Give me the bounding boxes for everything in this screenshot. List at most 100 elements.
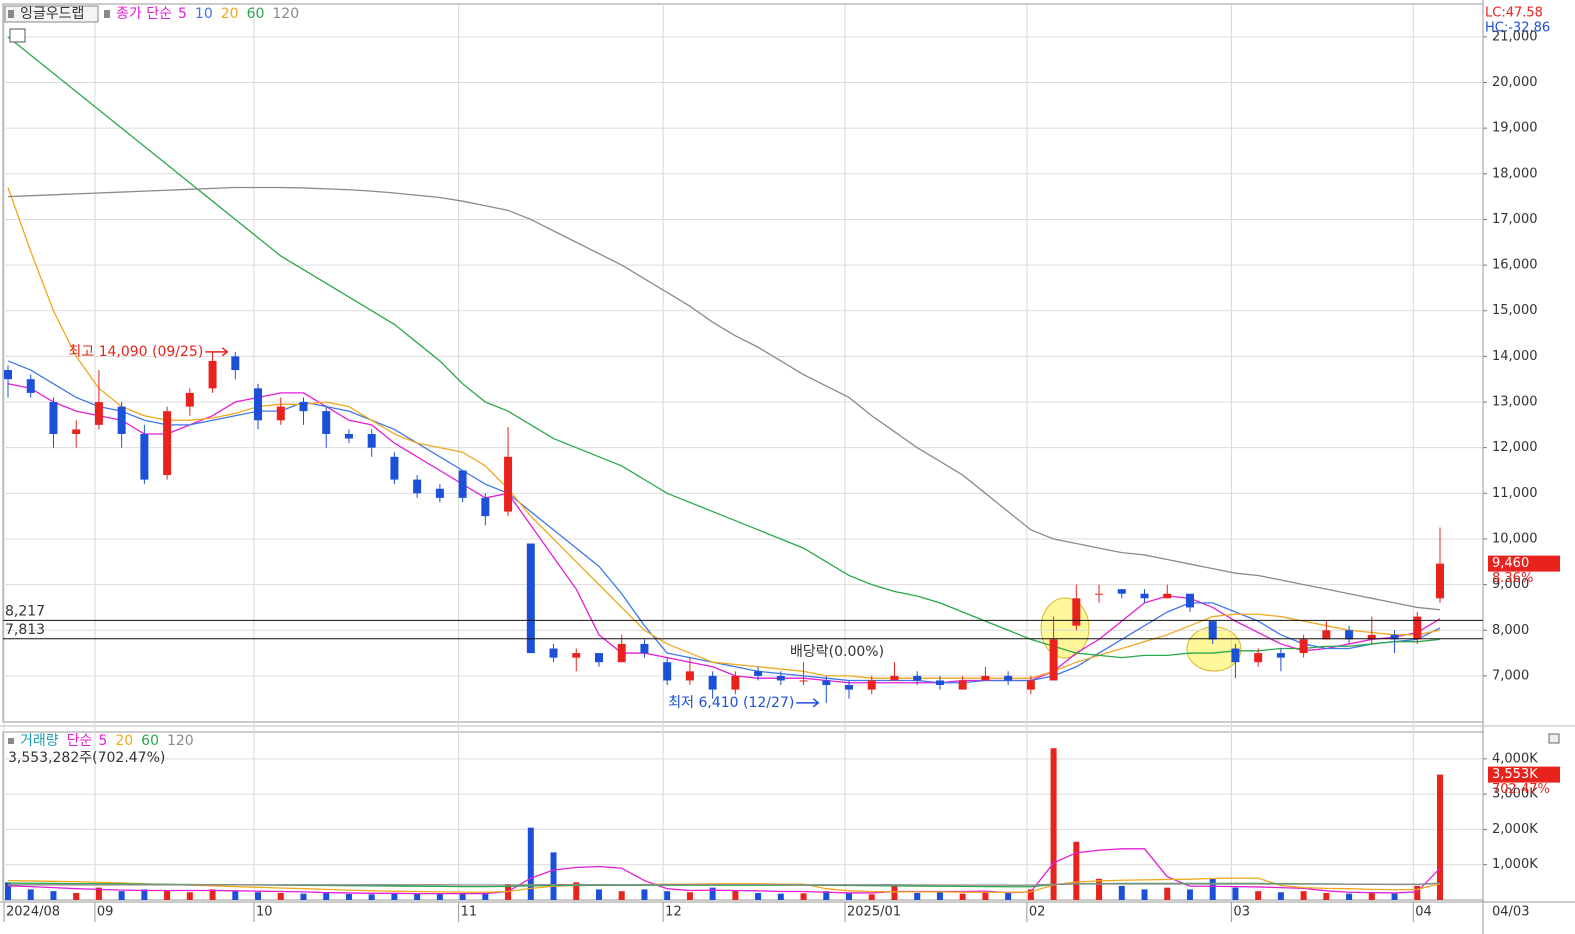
candle-body — [935, 680, 944, 686]
candle-body — [549, 648, 558, 658]
table-icon[interactable] — [9, 28, 26, 43]
y-tick-label: 7,000 — [1492, 668, 1529, 683]
volume-bar — [95, 887, 102, 900]
volume-bar — [595, 889, 602, 900]
candle-body — [1185, 593, 1194, 608]
candle-body — [458, 470, 467, 498]
volume-bar — [436, 894, 443, 900]
volume-bar — [1255, 891, 1262, 900]
y-tick-label: 10,000 — [1492, 531, 1538, 546]
candle-body — [26, 379, 35, 393]
volume-bar — [391, 892, 398, 900]
indicator: HC:-32.86 — [1485, 21, 1550, 36]
y-tick-label: 17,000 — [1492, 212, 1538, 227]
volume-ma-line — [7, 848, 1441, 895]
candle-body — [1413, 616, 1422, 640]
legend-title: 종가 단순 — [116, 6, 172, 22]
ma-line — [7, 186, 1441, 611]
reference-label: 7,813 — [5, 622, 45, 638]
volume-bar — [1323, 892, 1330, 900]
volume-bar — [1096, 878, 1103, 900]
volume-bar — [277, 892, 284, 900]
ma-line — [7, 36, 1441, 659]
y-tick-label: 4,000K — [1492, 751, 1538, 766]
x-tick-label: 11 — [461, 905, 478, 920]
legend-item: 120 — [167, 733, 194, 749]
candle-body — [754, 671, 763, 676]
volume-bar — [709, 887, 716, 900]
candle-body — [640, 643, 649, 654]
volume-bar — [1050, 748, 1057, 900]
volume-bar — [618, 891, 625, 900]
volume-bar — [368, 894, 375, 900]
candle-body — [504, 456, 513, 512]
y-tick-label: 13,000 — [1492, 395, 1538, 410]
candle-body — [276, 406, 285, 421]
volume-bar — [1232, 887, 1239, 900]
candle-body — [776, 675, 785, 681]
y-tick-label: 12,000 — [1492, 440, 1538, 455]
volume-bar — [891, 885, 898, 900]
indicator: LC:47.58 — [1485, 6, 1543, 21]
x-tick-label: 2024/08 — [6, 905, 60, 920]
change-label: 8.36% — [1492, 571, 1533, 586]
legend-item: 5 — [98, 733, 107, 749]
candle-body — [822, 680, 831, 686]
candle-body — [344, 433, 353, 439]
y-tick-label: 21,000 — [1492, 29, 1538, 44]
annotation: 최고 14,090 (09/25) — [68, 344, 203, 360]
candle-body — [663, 662, 672, 681]
volume-bar — [186, 892, 193, 900]
volume-bar — [1005, 892, 1012, 900]
legend-item: 20 — [221, 6, 239, 22]
volume-bar — [1186, 889, 1193, 900]
candle-body — [685, 671, 694, 681]
y-tick-label: 15,000 — [1492, 303, 1538, 318]
annotation-arrow — [796, 698, 820, 708]
last-price-box — [1488, 555, 1560, 572]
last-volume-box — [1488, 766, 1560, 783]
volume-bar — [73, 892, 80, 900]
candle-body — [913, 675, 922, 681]
candle-body — [1140, 593, 1149, 599]
volume-bar — [846, 892, 853, 900]
legend-item: 20 — [115, 733, 133, 749]
candle-body — [1049, 639, 1058, 681]
panel-button[interactable] — [1548, 733, 1560, 744]
candle-body — [4, 370, 12, 380]
ma-line — [7, 187, 1441, 679]
price-panel — [2, 3, 1484, 723]
volume-bar — [323, 892, 330, 900]
candle-body — [1299, 639, 1308, 654]
candle-body — [1095, 593, 1104, 595]
y-tick-label: 19,000 — [1492, 121, 1538, 136]
volume-bar — [527, 827, 534, 900]
candle-body — [1367, 634, 1376, 640]
marks — [3, 4, 1483, 900]
volume-ma-line — [8, 882, 1441, 886]
volume-bar — [1141, 889, 1148, 900]
candle-body — [845, 685, 854, 690]
legend-item: 120 — [272, 6, 299, 22]
candle-body — [1322, 630, 1331, 640]
legend-icon — [8, 10, 14, 18]
volume-bar — [936, 892, 943, 900]
candle-body — [322, 411, 331, 434]
candle-body — [1117, 589, 1126, 594]
volume-bar — [118, 891, 125, 900]
y-tick-label: 18,000 — [1492, 166, 1538, 181]
candle-body — [981, 675, 990, 681]
x-tick-label: 12 — [665, 905, 682, 920]
candle-body — [1390, 634, 1399, 640]
volume-bar — [1346, 893, 1353, 900]
volume-bar — [1209, 878, 1216, 900]
volume-bar — [414, 893, 421, 900]
candle-body — [117, 406, 126, 434]
y-tick-label: 3,000K — [1492, 787, 1538, 802]
candle-body — [1436, 563, 1444, 599]
legend-icon — [104, 10, 110, 18]
volume-bar — [982, 891, 989, 900]
volume-bar — [777, 893, 784, 900]
legend-title: 단순 — [67, 733, 93, 749]
